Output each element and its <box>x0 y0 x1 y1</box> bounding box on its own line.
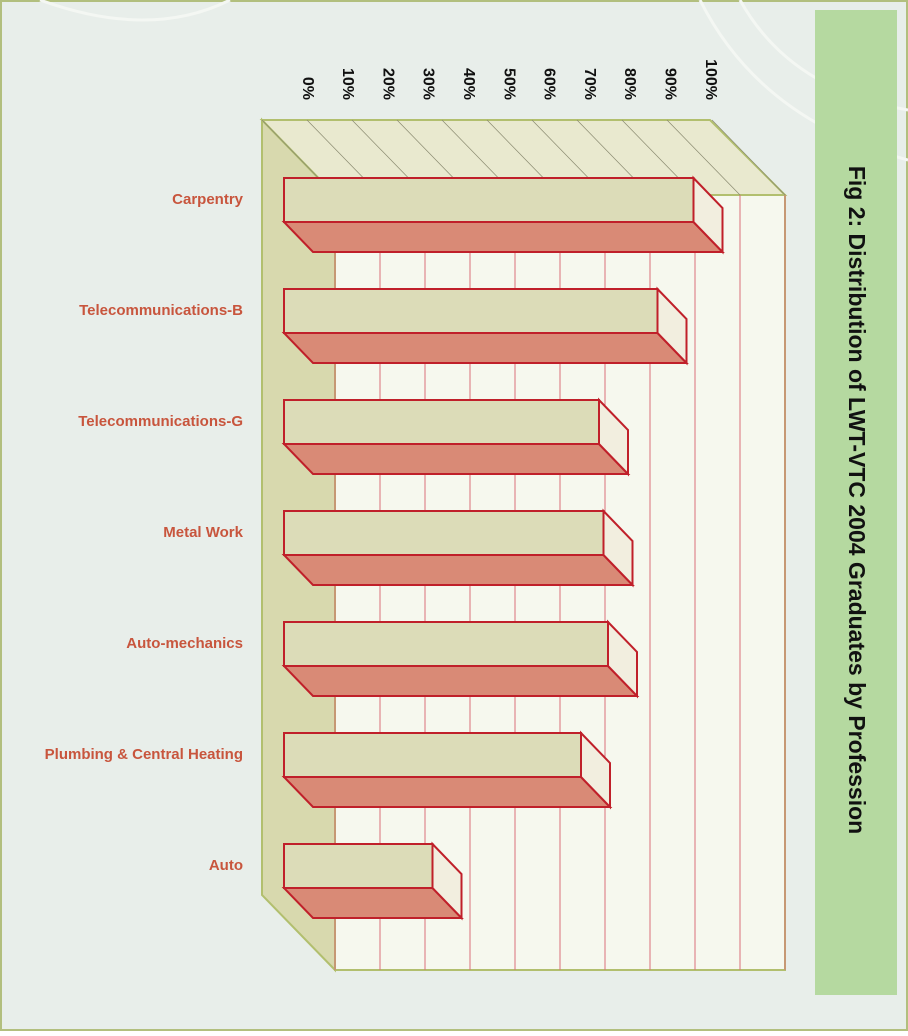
y-tick-label: Telecommunications-B <box>40 271 243 351</box>
bar-bottom <box>284 777 610 807</box>
chart: Fig 2: Distribution of LWT-VTC 2004 Grad… <box>0 0 908 1031</box>
bar <box>284 400 599 444</box>
category-label-box: Telecommunications-G <box>40 382 243 462</box>
y-tick-label: Telecommunications-G <box>40 382 243 462</box>
category-label-box: Telecommunications-B <box>40 271 243 351</box>
bar-bottom <box>284 444 628 474</box>
category-label-box: Carpentry <box>40 160 243 240</box>
x-tick-label: 40% <box>460 68 477 100</box>
bar-bottom <box>284 333 687 363</box>
y-tick-label: Auto <box>40 826 243 906</box>
x-tick-label: 0% <box>299 77 316 100</box>
bar <box>284 622 608 666</box>
y-tick-label: Metal Work <box>40 493 243 573</box>
x-tick-label: 20% <box>379 68 396 100</box>
category-label-box: Metal Work <box>40 493 243 573</box>
x-tick-label: 70% <box>581 68 598 100</box>
x-tick-label: 80% <box>621 68 638 100</box>
page: Fig 2: Distribution of LWT-VTC 2004 Grad… <box>0 0 908 1036</box>
y-tick-label: Carpentry <box>40 160 243 240</box>
x-tick-label: 90% <box>661 68 678 100</box>
bar-bottom <box>284 555 633 585</box>
bar <box>284 733 581 777</box>
x-tick-label: 60% <box>541 68 558 100</box>
y-tick-label: Auto-mechanics <box>40 604 243 684</box>
category-label-box: Plumbing & Central Heating <box>40 715 243 795</box>
x-tick-label: 10% <box>339 68 356 100</box>
x-tick-label: 30% <box>420 68 437 100</box>
chart-title: Fig 2: Distribution of LWT-VTC 2004 Grad… <box>844 166 870 834</box>
bar <box>284 511 604 555</box>
bar <box>284 844 433 888</box>
category-label-box: Auto <box>40 826 243 906</box>
bar-bottom <box>284 888 462 918</box>
bar-bottom <box>284 222 723 252</box>
x-tick-label: 50% <box>500 68 517 100</box>
y-tick-label: Plumbing & Central Heating <box>40 715 243 795</box>
x-tick-label: 100% <box>702 59 719 100</box>
bar-bottom <box>284 666 637 696</box>
bar <box>284 289 658 333</box>
category-label-box: Auto-mechanics <box>40 604 243 684</box>
bar <box>284 178 694 222</box>
